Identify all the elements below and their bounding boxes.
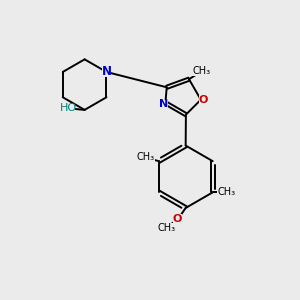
Bar [136, 152, 155, 161]
Text: N: N [101, 65, 112, 79]
Bar [192, 66, 211, 76]
Text: CH₃: CH₃ [136, 152, 154, 162]
Text: N: N [159, 99, 169, 109]
Bar [217, 188, 236, 197]
Bar [160, 100, 168, 109]
Bar [158, 223, 176, 232]
Bar [102, 67, 111, 77]
Bar [199, 95, 207, 104]
Text: CH₃: CH₃ [217, 188, 235, 197]
Text: CH₃: CH₃ [158, 223, 176, 232]
Text: O: O [173, 214, 182, 224]
Text: O: O [199, 95, 208, 105]
Bar [173, 214, 182, 224]
Text: HO: HO [60, 103, 77, 113]
Bar [61, 103, 75, 113]
Text: CH₃: CH₃ [192, 66, 211, 76]
